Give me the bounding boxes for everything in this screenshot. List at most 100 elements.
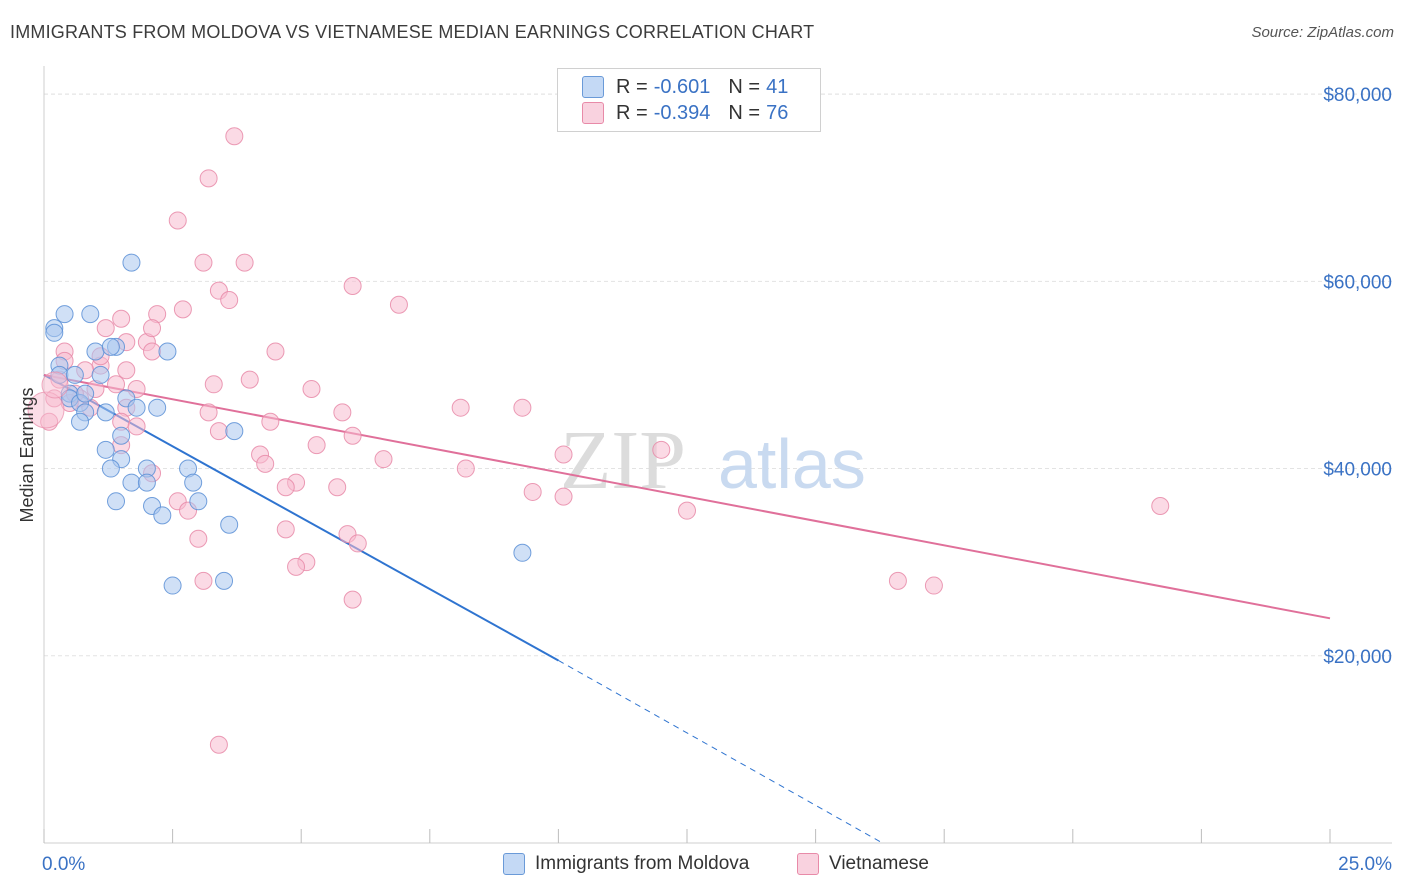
moldova-point	[55, 305, 74, 324]
vietnamese-point	[209, 735, 228, 754]
vietnamese-point	[513, 398, 532, 417]
legend-n-value: 76	[766, 101, 789, 124]
trend-lines	[43, 373, 1331, 844]
moldova-point	[81, 305, 100, 324]
y-tick-label: $40,000	[1323, 460, 1392, 481]
y-tick-label: $80,000	[1323, 85, 1392, 106]
vietnamese-point	[107, 375, 126, 394]
bottom-legend-swatch-vietnamese	[797, 853, 819, 875]
vietnamese-point	[266, 342, 285, 361]
vietnamese-point	[652, 440, 671, 459]
vietnamese-point	[209, 422, 228, 441]
vietnamese-point	[143, 319, 162, 338]
moldova-point	[215, 571, 234, 590]
moldova-point	[127, 398, 146, 417]
legend-r-value: -0.601	[653, 75, 711, 98]
legend-swatch-moldova	[582, 76, 604, 98]
legend-r-value: -0.394	[653, 101, 711, 124]
vietnamese-point	[888, 571, 907, 590]
legend-box: R = -0.601 N = 41 R = -0.394 N = 76	[557, 68, 821, 132]
vietnamese-point	[261, 412, 280, 431]
vietnamese-point	[343, 276, 362, 295]
vietnamese-point	[343, 426, 362, 445]
moldova-point	[122, 473, 141, 492]
vietnamese-point	[333, 403, 352, 422]
legend-n-label: N =	[728, 75, 761, 98]
watermark-atlas: atlas	[718, 425, 866, 503]
vietnamese-point	[173, 300, 192, 319]
vietnamese-point	[1151, 496, 1170, 515]
vietnamese-point	[194, 571, 213, 590]
x-tick-label: 25.0%	[1338, 854, 1392, 875]
moldova-point	[96, 403, 115, 422]
moldova-point	[96, 440, 115, 459]
moldova-point	[225, 422, 244, 441]
moldova-point	[158, 342, 177, 361]
vietnamese-point	[117, 361, 136, 380]
moldova-point	[184, 473, 203, 492]
vietnamese-point	[307, 436, 326, 455]
vietnamese-point	[225, 127, 244, 146]
vietnamese-point	[194, 253, 213, 272]
moldova-point	[101, 337, 120, 356]
watermark: ZIP atlas	[560, 414, 866, 507]
axis-labels: $20,000 $40,000 $60,000 $80,000 0.0% 25.0% Med…	[17, 85, 1392, 875]
x-tick-label: 0.0%	[42, 854, 85, 875]
vietnamese-point	[96, 319, 115, 338]
vietnamese-point	[302, 379, 321, 398]
legend-n-value: 41	[766, 75, 789, 98]
legend-swatch-vietnamese	[582, 102, 604, 124]
bottom-legend-swatch-moldova	[503, 853, 525, 875]
moldova-point	[153, 506, 172, 525]
vietnamese-point	[143, 342, 162, 361]
vietnamese-point	[678, 501, 696, 520]
vietnamese-point	[328, 478, 347, 497]
source-label: Source: ZipAtlas.com	[1251, 24, 1394, 41]
moldova-point	[189, 492, 208, 511]
moldova-point	[112, 426, 131, 445]
legend-r-label: R =	[616, 75, 648, 98]
axes	[43, 66, 1392, 844]
moldova-point	[137, 473, 156, 492]
moldova-point	[76, 384, 95, 403]
vietnamese-point	[374, 450, 393, 469]
moldova-point	[513, 543, 532, 562]
vietnamese-point	[924, 576, 943, 595]
moldova-point	[65, 365, 84, 384]
moldova-point	[220, 515, 239, 534]
vietnamese-point	[451, 398, 470, 417]
vietnamese-point	[348, 534, 367, 553]
vietnamese-point	[389, 295, 408, 314]
moldova-point	[122, 253, 141, 272]
vietnamese-point	[276, 478, 295, 497]
vietnamese-point	[240, 370, 259, 389]
legend-row-moldova: R = -0.601 N = 41	[582, 75, 788, 99]
vietnamese-point	[256, 454, 275, 473]
moldova-point	[45, 323, 64, 342]
vietnamese-point	[204, 375, 223, 394]
moldova-point	[91, 365, 110, 384]
legend-r-label: R =	[616, 101, 648, 124]
bottom-legend-vietnamese: Vietnamese	[797, 852, 929, 876]
data-points	[27, 127, 1170, 754]
vietnamese-trend-line	[43, 373, 1331, 620]
y-tick-label: $60,000	[1323, 272, 1392, 293]
y-axis-title: Median Earnings	[17, 387, 37, 522]
vietnamese-point	[189, 529, 208, 548]
bottom-legend-label-moldova: Immigrants from Moldova	[535, 853, 750, 874]
vietnamese-point	[112, 309, 131, 328]
legend-n-label: N =	[728, 101, 761, 124]
moldova-trend-extension	[558, 660, 883, 844]
moldova-point	[101, 459, 120, 478]
bottom-legend-label-vietnamese: Vietnamese	[829, 853, 929, 874]
vietnamese-point	[456, 459, 475, 478]
vietnamese-point	[220, 291, 239, 310]
vietnamese-point	[235, 253, 254, 272]
vietnamese-point	[199, 169, 218, 188]
moldova-point	[107, 492, 126, 511]
vietnamese-point	[554, 445, 573, 464]
vietnamese-point	[343, 590, 362, 609]
vietnamese-point	[287, 557, 306, 576]
y-tick-label: $20,000	[1323, 647, 1392, 668]
